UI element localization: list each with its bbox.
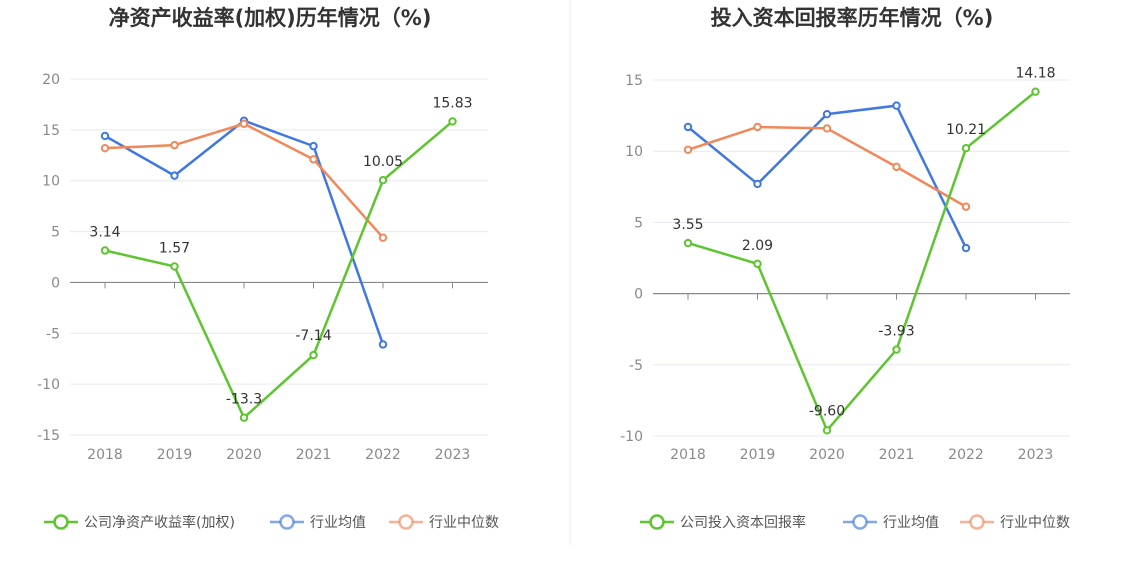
roic-legend-label-industry-median[interactable]: 行业中位数	[1000, 515, 1070, 531]
roic-company-point[interactable]	[961, 144, 971, 153]
roe-x-tick-label: 2023	[435, 447, 471, 463]
roe-y-tick-label: 0	[51, 275, 60, 291]
roe-company-point[interactable]	[378, 176, 388, 185]
roe-data-label: -13.3	[226, 392, 262, 408]
roic-y-tick-label: -10	[620, 429, 643, 445]
roe-industry-avg-point[interactable]	[378, 340, 388, 349]
roe-legend-label-industry-avg[interactable]: 行业均值	[310, 515, 366, 531]
roe-x-tick-label: 2019	[157, 447, 193, 463]
roe-legend-label-company[interactable]: 公司净资产收益率(加权)	[84, 514, 235, 531]
roic-data-label: 3.55	[672, 217, 703, 233]
roic-industry-avg-point[interactable]	[961, 243, 971, 253]
roe-chart-title: 净资产收益率(加权)历年情况（%)	[109, 6, 432, 30]
roic-x-tick-label: 2022	[948, 447, 984, 463]
roe-legend-swatch-marker[interactable]	[53, 514, 69, 530]
roic-industry-median-point[interactable]	[753, 122, 762, 132]
roe-legend-swatch-marker[interactable]	[279, 514, 295, 530]
roe-x-tick-label: 2018	[87, 447, 123, 463]
roic-x-tick-label: 2019	[740, 447, 776, 463]
roe-x-tick-label: 2020	[226, 447, 262, 463]
roe-y-tick-label: 5	[51, 225, 60, 241]
roic-x-tick-label: 2018	[670, 447, 706, 463]
roic-industry-median-point[interactable]	[683, 145, 693, 154]
roe-industry-avg-point[interactable]	[100, 131, 110, 141]
roe-industry-avg-line	[104, 119, 385, 345]
roe-data-label: 15.83	[432, 95, 472, 111]
roe-company-point[interactable]	[239, 413, 249, 422]
roic-industry-avg-point[interactable]	[753, 179, 762, 189]
roe-company-point[interactable]	[100, 246, 110, 255]
roe-legend-swatch-marker[interactable]	[398, 514, 414, 530]
roic-y-tick-label: 5	[634, 215, 643, 231]
roic-data-label: 2.09	[742, 238, 773, 254]
roic-industry-median-point[interactable]	[961, 202, 971, 211]
roe-data-label: -7.14	[295, 328, 331, 344]
roic-data-label: 10.21	[946, 122, 986, 138]
roic-industry-median-point[interactable]	[892, 162, 901, 172]
roic-industry-avg-point[interactable]	[822, 109, 832, 119]
roe-y-tick-label: 15	[42, 123, 60, 139]
roic-company-point[interactable]	[892, 345, 901, 354]
roic-company-line	[687, 90, 1037, 432]
roe-industry-median-point[interactable]	[309, 155, 318, 164]
roic-data-label: 14.18	[1015, 66, 1055, 82]
roe-data-label: 1.57	[159, 240, 190, 256]
roe-y-tick-label: -15	[37, 428, 60, 444]
roic-legend-swatch-marker[interactable]	[852, 514, 868, 530]
roe-industry-median-point[interactable]	[239, 119, 249, 128]
roe-x-tick-label: 2021	[296, 447, 332, 463]
roic-industry-avg-point[interactable]	[683, 122, 693, 132]
roic-company-point[interactable]	[683, 238, 693, 248]
roic-legend-label-industry-avg[interactable]: 行业均值	[883, 515, 939, 531]
roe-industry-median-point[interactable]	[100, 143, 110, 153]
roe-industry-median-point[interactable]	[170, 140, 179, 150]
roic-legend-label-company[interactable]: 公司投入资本回报率	[680, 514, 806, 531]
roic-y-tick-label: -5	[629, 358, 643, 374]
roic-x-tick-label: 2020	[809, 447, 845, 463]
roe-industry-avg-point[interactable]	[170, 171, 179, 180]
roic-data-label: -9.60	[809, 403, 845, 419]
roic-y-tick-label: 0	[634, 287, 643, 303]
roic-chart-title: 投入资本回报率历年情况（%)	[711, 6, 994, 30]
roe-y-tick-label: 20	[42, 72, 60, 88]
roe-company-point[interactable]	[170, 262, 179, 271]
roic-legend-swatch-marker[interactable]	[649, 514, 665, 530]
roic-data-label: -3.93	[878, 324, 914, 340]
roic-company-point[interactable]	[753, 259, 762, 269]
roic-industry-median-line	[687, 125, 967, 208]
roe-y-tick-label: -5	[46, 326, 60, 342]
roe-x-tick-label: 2022	[365, 447, 401, 463]
roic-company-point[interactable]	[822, 426, 832, 435]
roic-industry-median-point[interactable]	[822, 124, 832, 133]
roe-data-label: 10.05	[363, 154, 403, 170]
roe-legend-label-industry-median[interactable]: 行业中位数	[429, 515, 499, 531]
roe-data-label: 3.14	[89, 224, 120, 240]
roic-y-tick-label: 10	[625, 144, 643, 160]
roic-y-tick-label: 15	[625, 73, 643, 89]
roe-company-point[interactable]	[309, 350, 318, 360]
roe-y-tick-label: -10	[37, 377, 60, 393]
roe-industry-median-point[interactable]	[378, 233, 388, 242]
roe-industry-avg-point[interactable]	[309, 141, 318, 151]
roic-company-point[interactable]	[1031, 87, 1040, 96]
roic-x-tick-label: 2023	[1018, 447, 1054, 463]
roic-x-tick-label: 2021	[879, 447, 915, 463]
roe-y-tick-label: 10	[42, 174, 60, 190]
roic-legend-swatch-marker[interactable]	[969, 514, 985, 530]
roic-industry-avg-point[interactable]	[892, 101, 901, 110]
roe-company-line	[104, 120, 454, 419]
roe-company-point[interactable]	[448, 117, 457, 126]
